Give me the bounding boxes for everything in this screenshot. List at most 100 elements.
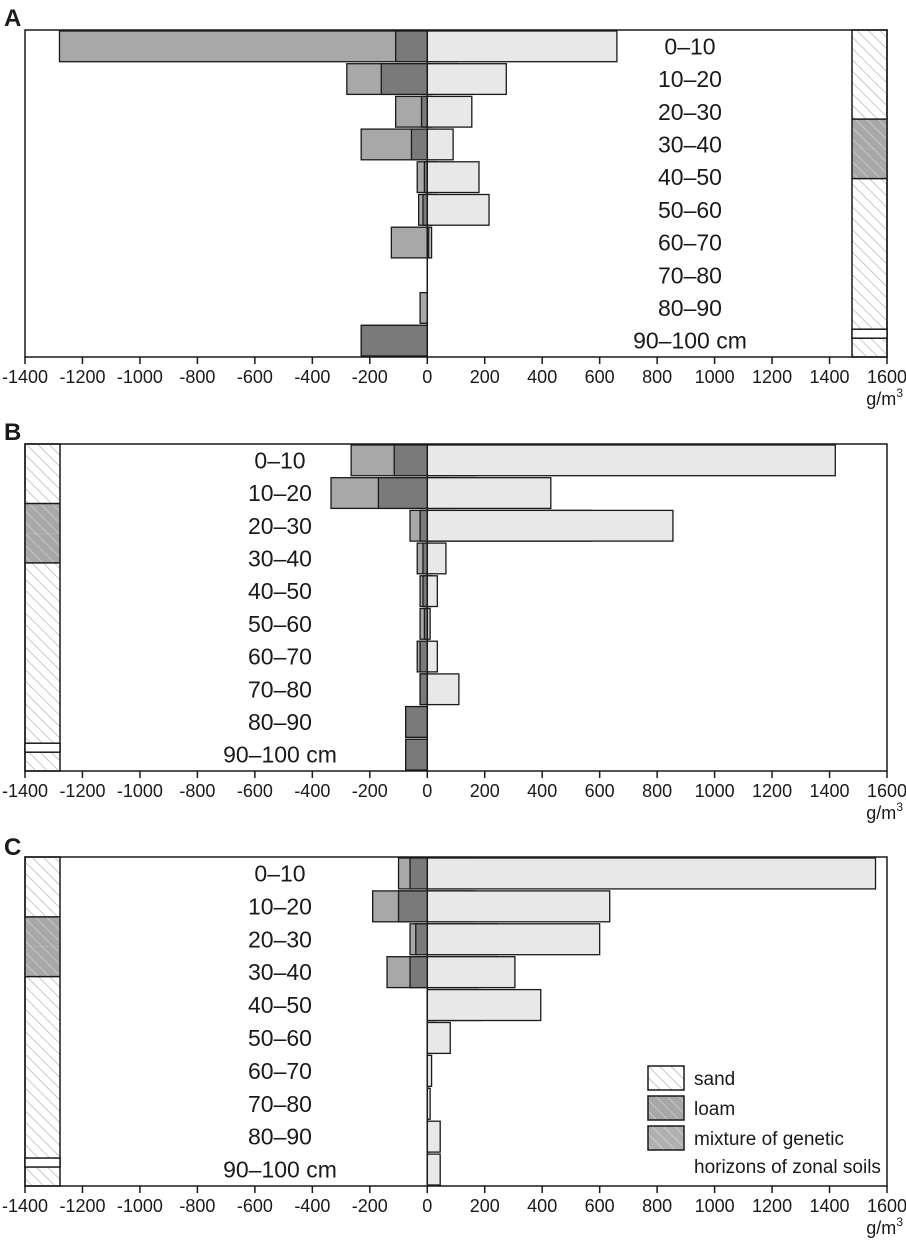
legend-swatch-mixture bbox=[647, 1125, 685, 1151]
soil-layer-sand bbox=[25, 1126, 60, 1157]
legend: sand loam mixture of genetic horizons of… bbox=[647, 1065, 881, 1178]
depth-label: 50–60 bbox=[248, 611, 312, 637]
soil-column-frame bbox=[851, 29, 888, 358]
soil-layer-sand bbox=[25, 652, 60, 682]
x-tick-label: -400 bbox=[294, 781, 330, 801]
x-tick-label: 1400 bbox=[810, 1196, 850, 1216]
soil-layer-loam bbox=[852, 148, 887, 179]
x-tick-label: 1200 bbox=[752, 367, 792, 387]
x-unit-label: g/m3 bbox=[866, 800, 903, 823]
x-tick-label: -1400 bbox=[2, 1196, 48, 1216]
bar-right-outer bbox=[426, 542, 447, 575]
depth-label: 80–90 bbox=[658, 295, 722, 321]
bar-right-outer bbox=[426, 988, 542, 1022]
bar-right-outer bbox=[426, 30, 618, 63]
bar-right-outer bbox=[426, 95, 473, 128]
x-tick-label: 800 bbox=[642, 1196, 672, 1216]
bar-right-outer bbox=[426, 161, 480, 194]
x-unit-label: g/m3 bbox=[866, 386, 903, 409]
depth-label: 50–60 bbox=[248, 1025, 312, 1051]
x-tick-label: -800 bbox=[179, 1196, 215, 1216]
soil-layer-sand bbox=[25, 711, 60, 742]
depth-label: 0–10 bbox=[664, 33, 715, 59]
bar-right-outer bbox=[426, 1153, 441, 1186]
bar-left-inner bbox=[405, 738, 428, 771]
soil-layer-loam bbox=[25, 503, 60, 534]
soil-layer-loam bbox=[25, 916, 60, 947]
bar-left-inner bbox=[380, 63, 428, 96]
depth-label: 20–30 bbox=[658, 99, 722, 125]
x-tick-label: -1000 bbox=[117, 367, 163, 387]
x-tick-label: 1200 bbox=[752, 1196, 792, 1216]
x-tick-label: 1000 bbox=[695, 781, 735, 801]
depth-label: 10–20 bbox=[658, 66, 722, 92]
x-tick-label: -600 bbox=[237, 367, 273, 387]
x-tick-label: -1200 bbox=[59, 781, 105, 801]
soil-layer-sand bbox=[25, 622, 60, 653]
depth-label: 80–90 bbox=[248, 709, 312, 735]
x-tick-label: -600 bbox=[237, 781, 273, 801]
bar-left-inner bbox=[405, 705, 428, 738]
depth-label: 80–90 bbox=[248, 1124, 312, 1150]
x-tick-label: 1400 bbox=[810, 781, 850, 801]
soil-layer-sand bbox=[852, 89, 887, 120]
depth-label: 10–20 bbox=[248, 893, 312, 919]
depth-label: 60–70 bbox=[248, 1058, 312, 1084]
x-tick-label: 1000 bbox=[695, 1196, 735, 1216]
depth-label: 90–100 cm bbox=[633, 328, 747, 354]
bar-right-outer bbox=[426, 923, 601, 956]
bar-left-inner bbox=[415, 923, 428, 956]
bar-left-inner bbox=[410, 128, 428, 161]
soil-layer-sand bbox=[25, 1096, 60, 1127]
soil-layer-sand bbox=[25, 562, 60, 593]
legend-swatch-loam bbox=[647, 1095, 685, 1121]
x-unit-label: g/m3 bbox=[866, 1215, 903, 1238]
x-tick-label: 0 bbox=[422, 1196, 432, 1216]
depth-label: 20–30 bbox=[248, 926, 312, 952]
depth-label: 70–80 bbox=[658, 262, 722, 288]
x-tick-label: 200 bbox=[470, 367, 500, 387]
soil-layer-sand bbox=[25, 976, 60, 1007]
depth-label: 0–10 bbox=[254, 860, 305, 886]
bar-left-inner bbox=[409, 956, 428, 989]
depth-label: 30–40 bbox=[658, 131, 722, 157]
soil-layer-sand bbox=[852, 238, 887, 268]
bar-left-inner bbox=[420, 95, 428, 128]
x-tick-label: 1600 bbox=[867, 781, 906, 801]
x-tick-label: -200 bbox=[352, 1196, 388, 1216]
bar-left-outer bbox=[390, 226, 428, 259]
bar-right-outer bbox=[426, 63, 507, 96]
bar-right-outer bbox=[426, 477, 552, 510]
bar-right-outer bbox=[426, 509, 674, 542]
bar-right-outer bbox=[426, 1120, 441, 1153]
soil-layer-sand bbox=[25, 1066, 60, 1097]
bar-left-inner bbox=[395, 30, 428, 63]
x-tick-label: 400 bbox=[527, 781, 557, 801]
depth-label: 20–30 bbox=[248, 513, 312, 539]
legend-label-mixture-line2: horizons of zonal soils bbox=[694, 1157, 881, 1178]
x-tick-label: -200 bbox=[352, 367, 388, 387]
soil-layer-loam bbox=[852, 119, 887, 149]
depth-label: 40–50 bbox=[658, 164, 722, 190]
bar-left-inner bbox=[393, 444, 428, 477]
bar-right-outer bbox=[426, 640, 438, 673]
depth-label: 30–40 bbox=[248, 545, 312, 571]
soil-thin-band bbox=[24, 1157, 61, 1168]
bar-right-outer bbox=[426, 444, 836, 477]
depth-label: 30–40 bbox=[248, 959, 312, 985]
depth-label: 10–20 bbox=[248, 480, 312, 506]
x-tick-label: 200 bbox=[470, 781, 500, 801]
bar-left-outer bbox=[419, 291, 428, 324]
depth-label: 60–70 bbox=[248, 644, 312, 670]
bar-left-inner bbox=[360, 324, 428, 357]
soil-layer-sand bbox=[852, 297, 887, 328]
soil-layer-loam bbox=[25, 946, 60, 977]
depth-label: 50–60 bbox=[658, 197, 722, 223]
legend-label-sand: sand bbox=[694, 1069, 735, 1090]
x-tick-label: -1200 bbox=[59, 1196, 105, 1216]
x-tick-label: -400 bbox=[294, 367, 330, 387]
bar-right-outer bbox=[426, 890, 611, 923]
x-tick-label: -400 bbox=[294, 1196, 330, 1216]
soil-thin-band bbox=[851, 328, 888, 339]
